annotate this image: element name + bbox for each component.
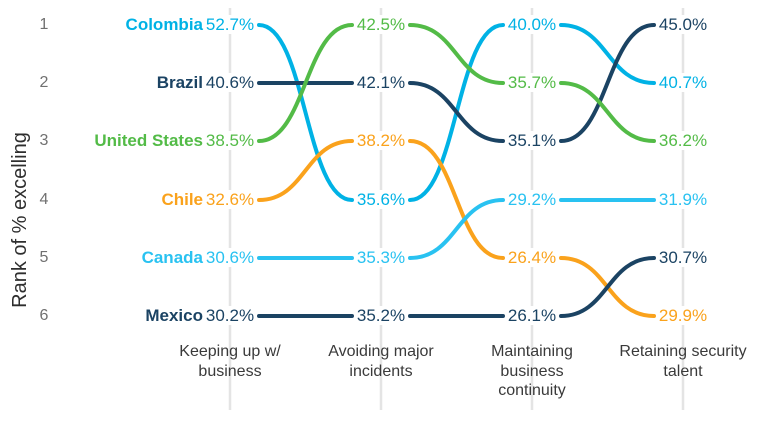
value-label-brazil-col4: 45.0% (653, 14, 713, 36)
country-label-mexico: Mexico (145, 306, 203, 325)
value-text: 35.7% (505, 73, 559, 92)
value-text: 35.6% (354, 190, 408, 209)
value-label-united-states-col1: 38.5% (200, 130, 260, 152)
country-label-canada: Canada (141, 248, 203, 267)
rank-tick-3: 3 (39, 132, 49, 149)
rank-tick-4: 4 (39, 191, 49, 208)
value-label-united-states-col2: 42.5% (351, 14, 411, 36)
value-label-colombia-col2: 35.6% (351, 189, 411, 211)
value-text: 29.2% (505, 190, 559, 209)
value-text: 38.5% (203, 131, 257, 150)
value-text: 35.1% (505, 131, 559, 150)
value-label-colombia-col4: 40.7% (653, 72, 713, 94)
value-label-canada-col4: 31.9% (653, 189, 713, 211)
country-label-united-states: United States (94, 131, 203, 150)
series-line-canada (257, 197, 656, 261)
value-text: 45.0% (656, 15, 710, 34)
value-label-canada-col1: 30.6% (200, 247, 260, 269)
value-label-chile-col4: 29.9% (653, 305, 713, 327)
value-text: 52.7% (203, 15, 257, 34)
category-label-2: Avoiding major incidents (328, 343, 434, 380)
series-line-brazil (257, 23, 656, 143)
value-text: 40.0% (505, 15, 559, 34)
value-label-mexico-col3: 26.1% (502, 305, 562, 327)
value-text: 32.6% (203, 190, 257, 209)
value-text: 38.2% (354, 131, 408, 150)
country-label-brazil: Brazil (156, 73, 203, 92)
value-label-chile-col3: 26.4% (502, 247, 562, 269)
value-text: 26.1% (505, 306, 559, 325)
value-text: 35.3% (354, 248, 408, 267)
value-label-united-states-col3: 35.7% (502, 72, 562, 94)
value-label-united-states-col4: 36.2% (653, 130, 713, 152)
value-text: 30.7% (656, 248, 710, 267)
country-label-colombia: Colombia (125, 15, 203, 34)
value-label-mexico-col1: 30.2% (200, 305, 260, 327)
value-label-brazil-col3: 35.1% (502, 130, 562, 152)
value-label-chile-col1: 32.6% (200, 189, 260, 211)
value-text: 40.6% (203, 73, 257, 92)
value-label-chile-col2: 38.2% (351, 130, 411, 152)
value-text: 42.5% (354, 15, 408, 34)
rank-tick-1: 1 (39, 16, 49, 33)
value-label-mexico-col2: 35.2% (351, 305, 411, 327)
series-line-mexico (257, 256, 656, 319)
value-text: 26.4% (505, 248, 559, 267)
value-label-canada-col3: 29.2% (502, 189, 562, 211)
rank-tick-2: 2 (39, 74, 49, 91)
value-text: 40.7% (656, 73, 710, 92)
value-text: 35.2% (354, 306, 408, 325)
value-text: 31.9% (656, 190, 710, 209)
value-label-colombia-col1: 52.7% (200, 14, 260, 36)
category-label-4: Retaining security talent (619, 343, 747, 380)
category-label-3: Maintaining business continuity (491, 343, 573, 399)
country-label-chile: Chile (161, 190, 203, 209)
value-label-brazil-col2: 42.1% (351, 72, 411, 94)
value-label-brazil-col1: 40.6% (200, 72, 260, 94)
value-text: 36.2% (656, 131, 710, 150)
rank-tick-6: 6 (39, 307, 49, 324)
rank-tick-5: 5 (39, 249, 49, 266)
category-label-1: Keeping up w/ business (179, 343, 281, 380)
series-line-united-states (257, 23, 656, 143)
value-text: 30.6% (203, 248, 257, 267)
value-text: 30.2% (203, 306, 257, 325)
value-text: 42.1% (354, 73, 408, 92)
y-axis-title: Rank of % excelling (9, 132, 31, 308)
value-label-colombia-col3: 40.0% (502, 14, 562, 36)
value-text: 29.9% (656, 306, 710, 325)
value-label-mexico-col4: 30.7% (653, 247, 713, 269)
value-label-canada-col2: 35.3% (351, 247, 411, 269)
